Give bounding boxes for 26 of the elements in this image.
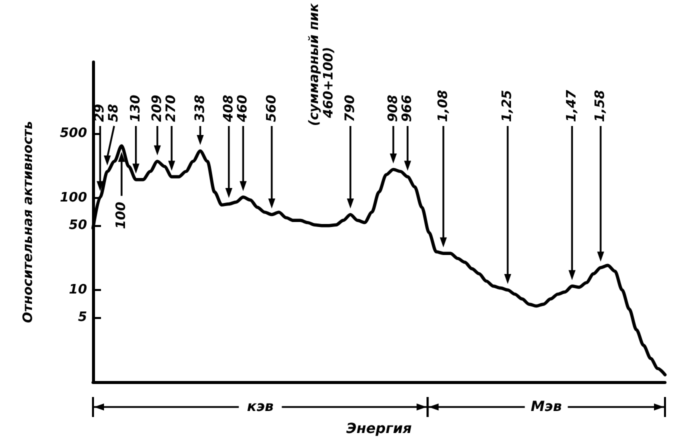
annotation: 1,58: [593, 90, 608, 122]
annotation: 460: [236, 94, 251, 123]
y-tick-label: 50: [68, 218, 87, 234]
annotation: 130: [128, 94, 144, 122]
text: кэв: [246, 399, 274, 415]
text: Мэв: [530, 399, 562, 415]
annotation: 408: [221, 94, 236, 123]
annotation: 966: [400, 94, 416, 122]
y-tick-label: 5: [78, 310, 87, 326]
annotation: 908: [386, 94, 401, 122]
annotation: 560: [264, 94, 280, 122]
y-tick-label: 100: [60, 190, 87, 206]
annotation: 1,47: [564, 88, 580, 122]
annotation: 1,08: [436, 90, 451, 122]
y-axis-title: Относительная активность: [21, 121, 36, 323]
y-tick-label: 10: [68, 282, 87, 298]
annotation: 58: [106, 104, 122, 122]
annotation: 338: [192, 94, 208, 122]
annotation: 790: [342, 94, 358, 122]
annotation: 1,25: [500, 90, 516, 122]
annotation: 100: [114, 202, 130, 230]
annotation: (суммарный пик 460+100): [306, 2, 337, 126]
x-axis-title: Энергия: [346, 421, 412, 437]
y-tick-label: 500: [60, 126, 87, 142]
annotation: 270: [164, 94, 180, 122]
annotation: 209: [150, 94, 165, 122]
